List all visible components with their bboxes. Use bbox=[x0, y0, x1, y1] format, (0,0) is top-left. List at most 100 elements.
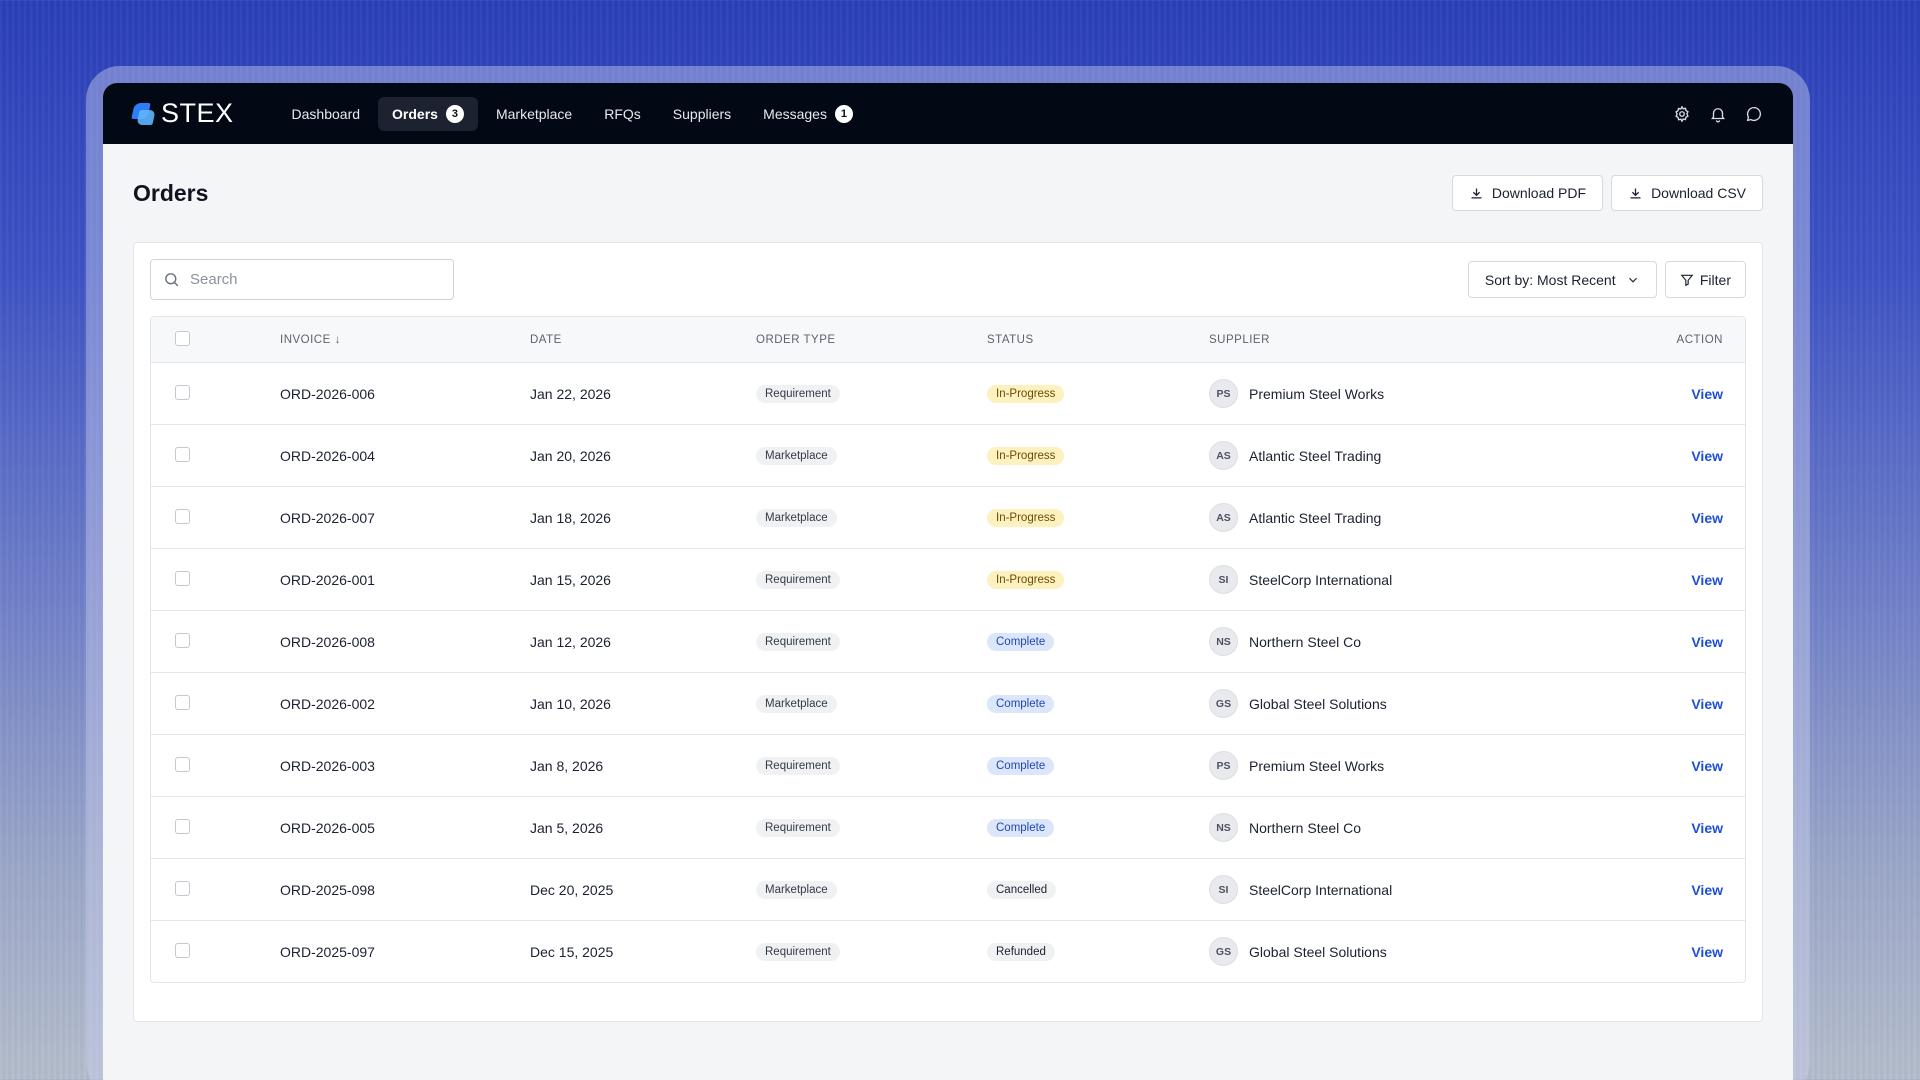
row-checkbox[interactable] bbox=[175, 694, 190, 710]
supplier-name: Atlantic Steel Trading bbox=[1249, 509, 1382, 526]
invoice-cell: ORD-2026-008 bbox=[280, 633, 375, 650]
nav-item-suppliers[interactable]: Suppliers bbox=[659, 98, 745, 130]
select-all-checkbox[interactable] bbox=[175, 330, 190, 346]
supplier-name: Atlantic Steel Trading bbox=[1249, 447, 1382, 464]
search-icon bbox=[165, 273, 179, 287]
supplier-name: Northern Steel Co bbox=[1249, 633, 1362, 650]
supplier-avatar: NS bbox=[1209, 627, 1238, 656]
invoice-cell: ORD-2026-006 bbox=[280, 385, 375, 402]
row-checkbox[interactable] bbox=[175, 818, 190, 834]
order-type-badge: Marketplace bbox=[756, 509, 837, 527]
invoice-cell: ORD-2025-097 bbox=[280, 943, 375, 960]
download-pdf-button[interactable]: Download PDF bbox=[1451, 175, 1604, 211]
invoice-cell: ORD-2026-007 bbox=[280, 509, 375, 526]
row-checkbox[interactable] bbox=[175, 446, 190, 462]
toolbar-actions: Sort by: Most Recent Filter bbox=[1467, 261, 1746, 298]
chevron-down-icon bbox=[1628, 277, 1637, 283]
supplier-avatar: GS bbox=[1209, 689, 1238, 718]
filter-label: Filter bbox=[1699, 271, 1731, 288]
nav-item-marketplace[interactable]: Marketplace bbox=[482, 98, 586, 130]
view-link[interactable]: View bbox=[1691, 385, 1723, 402]
invoice-cell: ORD-2026-003 bbox=[280, 757, 375, 774]
table-row: ORD-2026-006 Jan 22, 2026 Requirement In-Pr… bbox=[151, 362, 1745, 424]
table-row: ORD-2026-003 Jan 8, 2026 Requirement Comple… bbox=[151, 734, 1745, 796]
sort-dropdown[interactable]: Sort by: Most Recent bbox=[1467, 261, 1657, 298]
order-type-badge: Marketplace bbox=[756, 695, 837, 713]
bell-icon[interactable] bbox=[1709, 105, 1727, 123]
sort-down-arrow-icon: ↓ bbox=[334, 333, 342, 346]
table-row: ORD-2026-002 Jan 10, 2026 Marketplace Compl… bbox=[151, 672, 1745, 734]
sort-label: Sort by: Most Recent bbox=[1484, 271, 1616, 288]
table-row: ORD-2025-097 Dec 15, 2025 Requirement Refun… bbox=[151, 920, 1745, 982]
date-cell: Dec 20, 2025 bbox=[530, 881, 614, 898]
supplier-name: Northern Steel Co bbox=[1249, 819, 1362, 836]
download-csv-button[interactable]: Download CSV bbox=[1611, 175, 1763, 211]
status-column-header: STATUS bbox=[987, 333, 1034, 346]
row-checkbox[interactable] bbox=[175, 384, 190, 400]
filter-button[interactable]: Filter bbox=[1664, 261, 1746, 298]
download-icon bbox=[1630, 188, 1641, 198]
supplier-avatar: SI bbox=[1209, 875, 1238, 904]
nav-item-orders[interactable]: Orders 3 bbox=[378, 96, 478, 131]
row-checkbox[interactable] bbox=[175, 508, 190, 524]
action-column-header: ACTION bbox=[1676, 333, 1723, 346]
app-logo[interactable]: STEX bbox=[131, 98, 234, 129]
view-link[interactable]: View bbox=[1691, 757, 1723, 774]
main-nav: Dashboard Orders 3 Marketplace RFQs Suppliers… bbox=[278, 96, 867, 131]
status-badge: Refunded bbox=[987, 943, 1055, 961]
top-navigation-bar: STEX Dashboard Orders 3 Marketplace RFQs Supp… bbox=[103, 83, 1793, 144]
supplier-avatar: SI bbox=[1209, 565, 1238, 594]
nav-count-badge: 3 bbox=[445, 104, 464, 123]
supplier-avatar: GS bbox=[1209, 937, 1238, 966]
table-header-row: INVOICE ↓ DATE ORDER TYPE STATUS SUPPLIER… bbox=[151, 317, 1745, 362]
invoice-cell: ORD-2026-001 bbox=[280, 571, 375, 588]
view-link[interactable]: View bbox=[1691, 943, 1723, 960]
supplier-avatar: NS bbox=[1209, 813, 1238, 842]
view-link[interactable]: View bbox=[1691, 447, 1723, 464]
view-link[interactable]: View bbox=[1691, 633, 1723, 650]
row-checkbox[interactable] bbox=[175, 632, 190, 648]
view-link[interactable]: View bbox=[1691, 881, 1723, 898]
nav-item-label: Suppliers bbox=[672, 105, 732, 122]
nav-item-label: Dashboard bbox=[291, 105, 361, 122]
nav-item-dashboard[interactable]: Dashboard bbox=[278, 98, 375, 130]
date-cell: Dec 15, 2025 bbox=[530, 943, 614, 960]
order-type-badge: Requirement bbox=[756, 757, 840, 775]
filter-icon bbox=[1680, 274, 1694, 286]
invoice-column-header[interactable]: INVOICE ↓ bbox=[280, 333, 342, 346]
supplier-name: Global Steel Solutions bbox=[1249, 943, 1387, 960]
search-input[interactable] bbox=[190, 271, 430, 288]
nav-item-rfqs[interactable]: RFQs bbox=[590, 98, 655, 130]
supplier-column-header: SUPPLIER bbox=[1209, 333, 1270, 346]
header-actions: Download PDF Download CSV bbox=[1451, 175, 1763, 211]
date-cell: Jan 18, 2026 bbox=[530, 509, 611, 526]
row-checkbox[interactable] bbox=[175, 570, 190, 586]
date-cell: Jan 10, 2026 bbox=[530, 695, 611, 712]
order-type-column-header: ORDER TYPE bbox=[756, 333, 836, 346]
status-badge: Cancelled bbox=[987, 881, 1057, 899]
row-checkbox[interactable] bbox=[175, 880, 190, 896]
nav-item-label: Messages bbox=[763, 105, 827, 122]
view-link[interactable]: View bbox=[1691, 695, 1723, 712]
gear-icon[interactable] bbox=[1673, 105, 1691, 123]
supplier-name: Premium Steel Works bbox=[1249, 385, 1385, 402]
table-row: ORD-2026-005 Jan 5, 2026 Requirement Comple… bbox=[151, 796, 1745, 858]
table-row: ORD-2025-098 Dec 20, 2025 Marketplace Cance… bbox=[151, 858, 1745, 920]
row-checkbox[interactable] bbox=[175, 756, 190, 772]
supplier-name: Global Steel Solutions bbox=[1249, 695, 1387, 712]
nav-item-messages[interactable]: Messages 1 bbox=[749, 97, 867, 131]
view-link[interactable]: View bbox=[1691, 819, 1723, 836]
status-badge: In-Progress bbox=[987, 447, 1065, 465]
order-type-badge: Requirement bbox=[756, 571, 840, 589]
nav-item-label: Marketplace bbox=[495, 105, 573, 122]
row-checkbox[interactable] bbox=[175, 942, 190, 958]
nav-item-label: Orders bbox=[392, 105, 438, 122]
app-window: STEX Dashboard Orders 3 Marketplace RFQs Supp… bbox=[103, 83, 1793, 1080]
view-link[interactable]: View bbox=[1691, 571, 1723, 588]
date-cell: Jan 22, 2026 bbox=[530, 385, 611, 402]
chat-icon[interactable] bbox=[1745, 105, 1763, 123]
view-link[interactable]: View bbox=[1691, 509, 1723, 526]
invoice-cell: ORD-2026-005 bbox=[280, 819, 375, 836]
table-row: ORD-2026-008 Jan 12, 2026 Requirement Compl… bbox=[151, 610, 1745, 672]
status-badge: Complete bbox=[987, 757, 1055, 775]
